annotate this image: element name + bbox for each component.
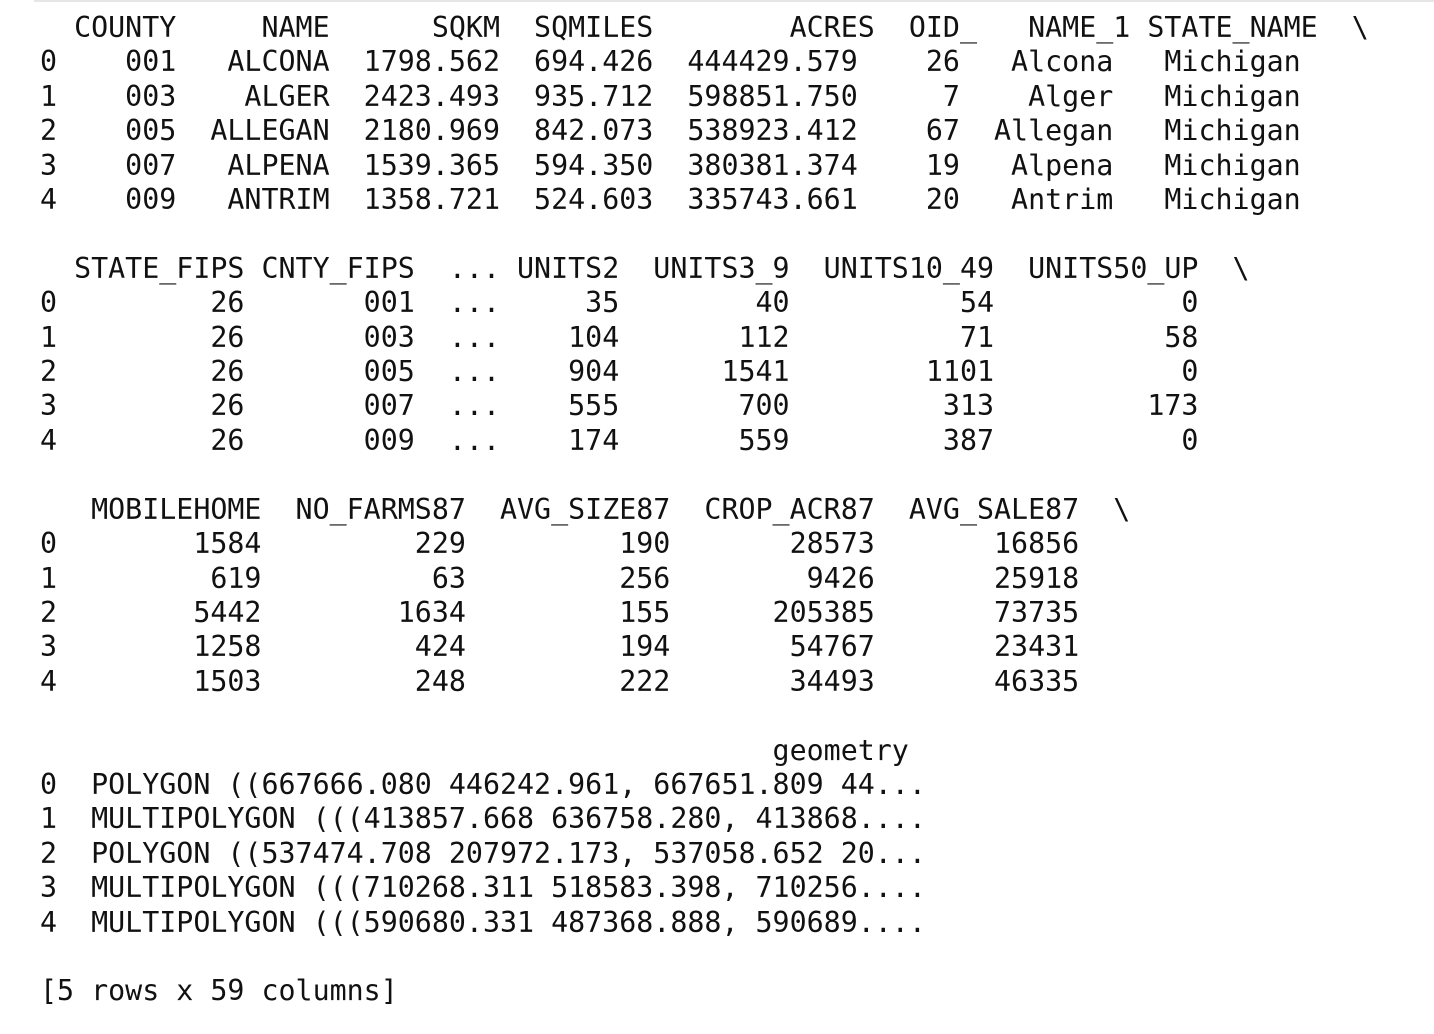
output-line: 0 POLYGON ((667666.080 446242.961, 66765… [40,767,960,801]
output-line: 0 001 ALCONA 1798.562 694.426 444429.579… [40,45,1352,79]
output-line: 3 1258 424 194 54767 23431 [40,630,1131,664]
output-line: 1 619 63 256 9426 25918 [40,561,1131,595]
output-line: 4 1503 248 222 34493 46335 [40,664,1131,698]
output-line: 1 26 003 ... 104 112 71 58 [40,320,1250,354]
output-line: COUNTY NAME SQKM SQMILES ACRES OID_ NAME… [40,11,1369,44]
output-line: 4 009 ANTRIM 1358.721 524.603 335743.661… [40,183,1352,217]
output-line: 2 5442 1634 155 205385 73735 [40,595,1131,629]
output-line: 1 003 ALGER 2423.493 935.712 598851.750 … [40,79,1352,113]
output-line: geometry [40,733,943,767]
output-top-divider [34,0,1434,2]
dataframe-output: COUNTY NAME SQKM SQMILES ACRES OID_ NAME… [40,11,1369,1009]
output-line: 4 26 009 ... 174 559 387 0 [40,423,1250,457]
output-line: 3 26 007 ... 555 700 313 173 [40,389,1250,423]
output-line: 0 1584 229 190 28573 16856 [40,527,1131,561]
output-line: 3 MULTIPOLYGON (((710268.311 518583.398,… [40,871,960,905]
output-line: 3 007 ALPENA 1539.365 594.350 380381.374… [40,148,1352,182]
output-line: [5 rows x 59 columns] [40,974,398,1008]
output-line: STATE_FIPS CNTY_FIPS ... UNITS2 UNITS3_9… [40,251,1250,285]
output-line: 4 MULTIPOLYGON (((590680.331 487368.888,… [40,905,960,939]
output-line: 2 POLYGON ((537474.708 207972.173, 53705… [40,836,960,870]
output-line: 2 005 ALLEGAN 2180.969 842.073 538923.41… [40,114,1352,148]
output-line: 0 26 001 ... 35 40 54 0 [40,286,1250,320]
output-line: MOBILEHOME NO_FARMS87 AVG_SIZE87 CROP_AC… [40,492,1131,526]
output-line: 2 26 005 ... 904 1541 1101 0 [40,355,1250,389]
output-line: 1 MULTIPOLYGON (((413857.668 636758.280,… [40,802,960,836]
